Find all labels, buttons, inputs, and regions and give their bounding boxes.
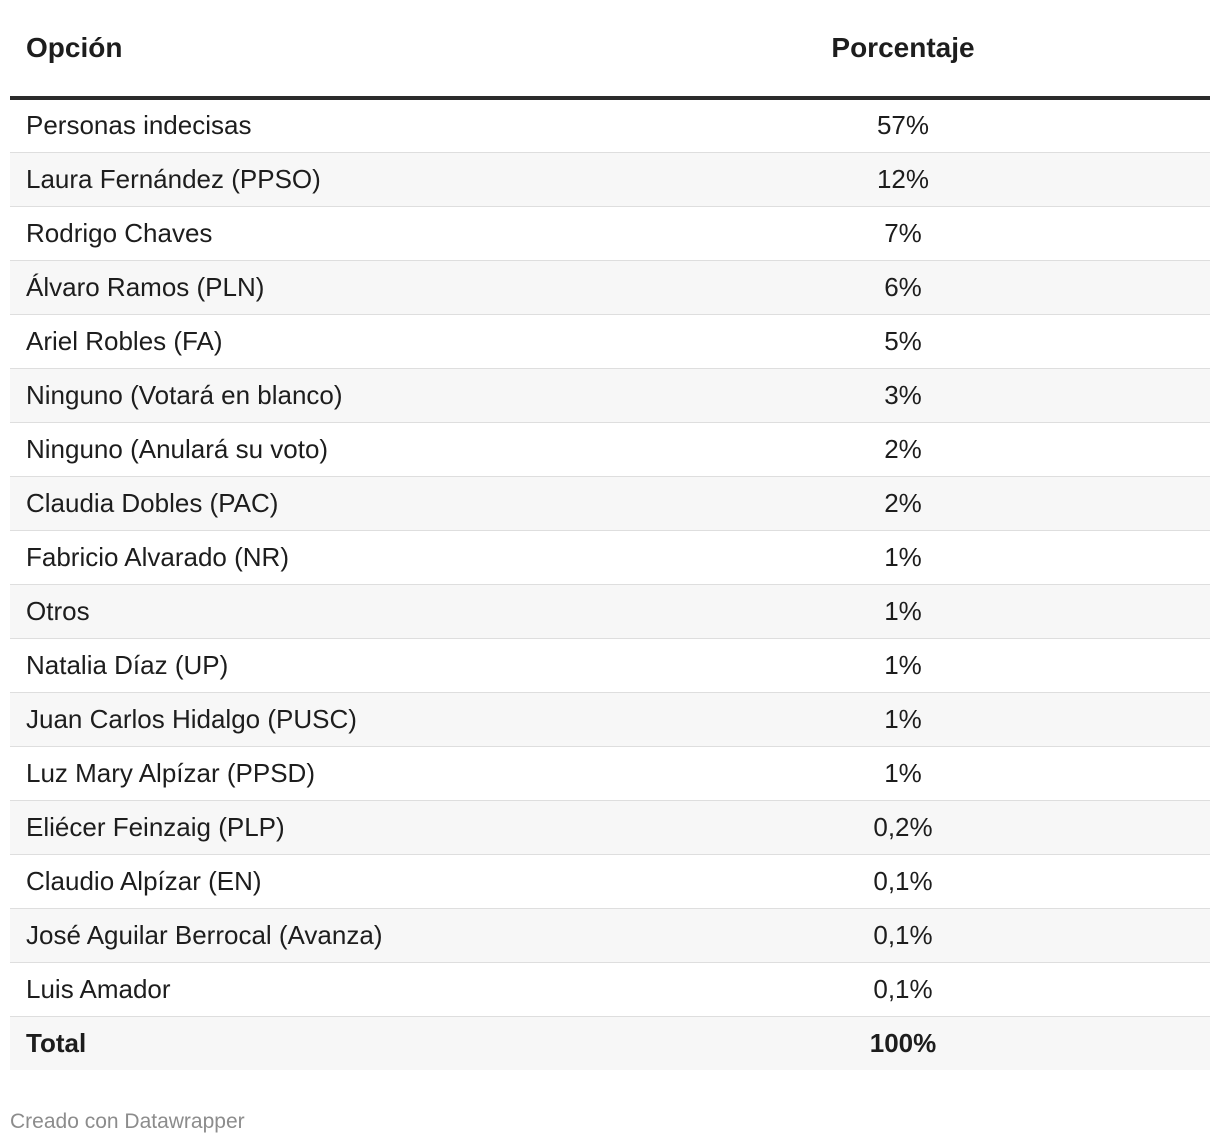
row-percentage-value: 2%: [792, 422, 1014, 477]
table-container: Opción Porcentaje Personas indecisas 57% L…: [10, 0, 1210, 1070]
row-percentage-value: 6%: [792, 260, 1014, 315]
row-percentage-value: 1%: [792, 638, 1014, 693]
table-body: Personas indecisas 57% Laura Fernández (PP…: [10, 98, 1210, 1017]
row-option-label: Ninguno (Anulará su voto): [10, 422, 792, 477]
datawrapper-credit[interactable]: Creado con Datawrapper: [10, 1110, 245, 1133]
row-option-label: Juan Carlos Hidalgo (PUSC): [10, 692, 792, 747]
table-row: Fabricio Alvarado (NR) 1%: [10, 530, 1210, 585]
table-row: Luis Amador 0,1%: [10, 962, 1210, 1017]
row-percentage-value: 1%: [792, 584, 1014, 639]
table-row: Ninguno (Anulará su voto) 2%: [10, 422, 1210, 477]
column-header-spacer: [1014, 0, 1210, 100]
row-percentage-value: 3%: [792, 368, 1014, 423]
row-option-label: Álvaro Ramos (PLN): [10, 260, 792, 315]
row-percentage-value: 1%: [792, 692, 1014, 747]
row-option-label: Ninguno (Votará en blanco): [10, 368, 792, 423]
table-header-row: Opción Porcentaje: [10, 0, 1210, 100]
row-option-label: Personas indecisas: [10, 98, 792, 153]
row-spacer: [1014, 260, 1210, 315]
table-row: Laura Fernández (PPSO) 12%: [10, 152, 1210, 207]
table-row: Claudio Alpízar (EN) 0,1%: [10, 854, 1210, 909]
row-percentage-value: 0,1%: [792, 908, 1014, 963]
row-percentage-value: 1%: [792, 530, 1014, 585]
row-option-label: Natalia Díaz (UP): [10, 638, 792, 693]
row-percentage-value: 12%: [792, 152, 1014, 207]
table-row: Ninguno (Votará en blanco) 3%: [10, 368, 1210, 423]
row-percentage-value: 5%: [792, 314, 1014, 369]
table-row: Luz Mary Alpízar (PPSD) 1%: [10, 746, 1210, 801]
row-spacer: [1014, 584, 1210, 639]
row-percentage-value: 0,1%: [792, 854, 1014, 909]
row-spacer: [1014, 152, 1210, 207]
column-header-percentage[interactable]: Porcentaje: [792, 0, 1014, 100]
row-spacer: [1014, 368, 1210, 423]
row-percentage-value: 0,1%: [792, 962, 1014, 1017]
row-spacer: [1014, 98, 1210, 153]
row-spacer: [1014, 692, 1210, 747]
row-spacer: [1014, 206, 1210, 261]
row-spacer: [1014, 854, 1210, 909]
row-percentage-value: 7%: [792, 206, 1014, 261]
table-row: Álvaro Ramos (PLN) 6%: [10, 260, 1210, 315]
row-percentage-value: 0,2%: [792, 800, 1014, 855]
row-option-label: Eliécer Feinzaig (PLP): [10, 800, 792, 855]
table-row: Eliécer Feinzaig (PLP) 0,2%: [10, 800, 1210, 855]
results-table: Opción Porcentaje Personas indecisas 57% L…: [10, 0, 1210, 1070]
row-option-label: Luz Mary Alpízar (PPSD): [10, 746, 792, 801]
row-option-label: Luis Amador: [10, 962, 792, 1017]
table-row: José Aguilar Berrocal (Avanza) 0,1%: [10, 908, 1210, 963]
table-row: Claudia Dobles (PAC) 2%: [10, 476, 1210, 531]
row-spacer: [1014, 422, 1210, 477]
row-spacer: [1014, 746, 1210, 801]
row-spacer: [1014, 638, 1210, 693]
table-row: Personas indecisas 57%: [10, 98, 1210, 153]
row-option-label: Fabricio Alvarado (NR): [10, 530, 792, 585]
table-row: Natalia Díaz (UP) 1%: [10, 638, 1210, 693]
row-percentage-value: 1%: [792, 746, 1014, 801]
table-row: Rodrigo Chaves 7%: [10, 206, 1210, 261]
total-spacer: [1014, 1016, 1210, 1070]
total-value: 100%: [792, 1016, 1014, 1070]
row-spacer: [1014, 800, 1210, 855]
row-option-label: José Aguilar Berrocal (Avanza): [10, 908, 792, 963]
row-spacer: [1014, 476, 1210, 531]
row-spacer: [1014, 962, 1210, 1017]
row-option-label: Ariel Robles (FA): [10, 314, 792, 369]
table-row: Ariel Robles (FA) 5%: [10, 314, 1210, 369]
row-spacer: [1014, 314, 1210, 369]
row-percentage-value: 2%: [792, 476, 1014, 531]
table-row: Otros 1%: [10, 584, 1210, 639]
total-row: Total 100%: [10, 1016, 1210, 1070]
total-label: Total: [10, 1016, 792, 1070]
table-row: Juan Carlos Hidalgo (PUSC) 1%: [10, 692, 1210, 747]
row-option-label: Otros: [10, 584, 792, 639]
row-option-label: Claudio Alpízar (EN): [10, 854, 792, 909]
row-spacer: [1014, 908, 1210, 963]
row-spacer: [1014, 530, 1210, 585]
row-option-label: Laura Fernández (PPSO): [10, 152, 792, 207]
row-option-label: Claudia Dobles (PAC): [10, 476, 792, 531]
row-percentage-value: 57%: [792, 98, 1014, 153]
column-header-option[interactable]: Opción: [10, 0, 792, 100]
row-option-label: Rodrigo Chaves: [10, 206, 792, 261]
